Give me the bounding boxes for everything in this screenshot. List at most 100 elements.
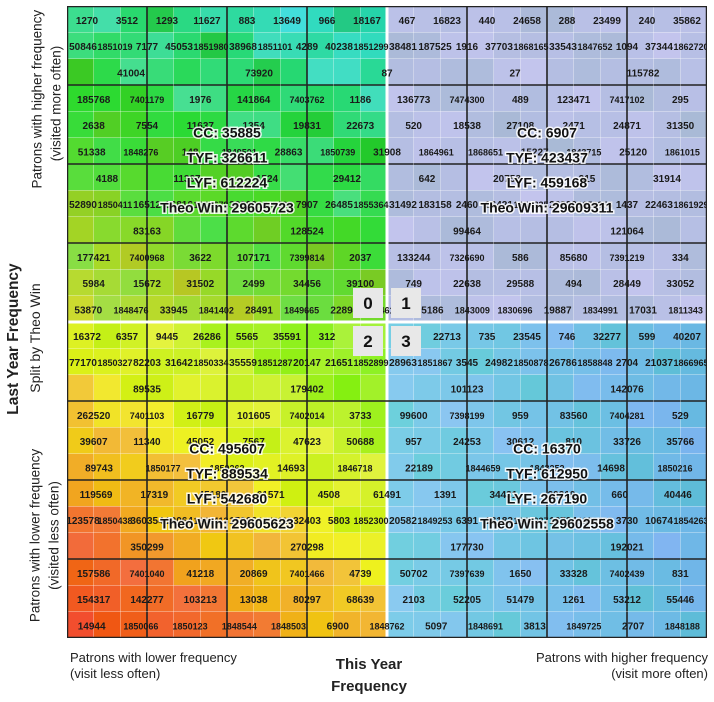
heatmap-cell [627,348,655,376]
heatmap-cell [67,559,95,586]
heatmap-cell [333,453,361,481]
cell-value-label: 37703 [485,42,513,53]
cell-value-label: 7326690 [449,253,484,263]
heatmap-cell [547,58,575,86]
heatmap-cell [120,6,148,33]
heatmap-cell [573,348,601,376]
heatmap-cell [440,216,468,244]
heatmap-cell [227,585,255,613]
heatmap-cell [520,374,548,402]
cell-value-label: 1858848 [577,358,612,368]
cell-value-label: 1851287 [257,358,292,368]
heatmap-cell [573,269,601,297]
cell-value-label: 31914 [653,174,681,185]
heatmap-cell [120,427,148,455]
heatmap-cell [280,137,308,165]
heatmap-cell [147,85,175,112]
cell-value-label: 34456 [293,279,321,290]
heatmap-cell [173,58,201,86]
cell-value-label: 22713 [433,332,461,343]
cell-value-label: 1848276 [123,148,158,158]
cell-value-label: 1862720 [673,42,707,52]
heatmap-cell [467,532,495,560]
heatmap-cell [653,322,681,349]
heatmap-cell [387,374,415,402]
heatmap-cell [547,137,575,165]
heatmap-cell [93,190,121,218]
heatmap-cell [627,322,655,349]
heatmap-cell [93,348,121,376]
heatmap-cell [573,427,601,455]
heatmap-cell [653,6,681,33]
heatmap-cell [653,532,681,560]
cell-value-label: 80297 [293,595,321,606]
heatmap-cell [280,480,308,507]
heatmap-cell [307,532,335,560]
cell-value-label: 14944 [78,622,106,633]
heatmap-cell [227,269,255,297]
heatmap-cell [307,348,335,376]
heatmap-cell [493,85,521,112]
heatmap-cell [307,137,335,165]
heatmap-cell [253,137,281,165]
center-quadrant-box [353,288,383,318]
cell-value-label: 15672 [133,279,161,290]
heatmap-cell [653,611,681,638]
cell-value-label: 35862 [673,16,701,27]
cell-value-label: 28963 [389,358,417,369]
heatmap-cell [360,164,388,191]
cell-value-label: 16734 [549,516,577,527]
heatmap-cell [173,585,201,613]
heatmap-cell [467,216,495,244]
heatmap-cell [467,348,495,376]
cell-value-label: 1851867 [417,358,452,368]
cell-value-label: 1849592 [257,200,292,210]
cell-value-label: 24658 [513,16,541,27]
heatmap-cell [173,190,201,218]
heatmap-cell [680,322,707,349]
cell-value-label: 4739 [349,569,372,580]
heatmap-cell [440,374,468,402]
cell-value-label: 1261 [563,595,586,606]
heatmap-cell [547,532,575,560]
heatmap-cell [440,559,468,586]
center-quadrant-label: 0 [363,294,372,313]
cell-value-label: 40238 [325,42,353,53]
heatmap-cell [253,585,281,613]
heatmap-cell [387,427,415,455]
heatmap-cell [627,137,655,165]
heatmap-cell [680,506,707,534]
center-quadrant-label: 3 [401,332,410,351]
heatmap-cell [173,137,201,165]
heatmap-cell [493,269,521,297]
heatmap-cell [280,295,308,323]
cell-value-label: 1864961 [419,148,454,158]
heatmap-cell [627,216,655,244]
cell-value-label: 47623 [293,437,321,448]
cell-value-label: 17031 [629,306,657,317]
cell-value-label: 23545 [513,332,541,343]
heatmap-cell [93,85,121,112]
heatmap-cell [173,453,201,481]
heatmap-cell [360,453,388,481]
heatmap-cell [280,532,308,560]
heatmap-cell [307,374,335,402]
heatmap-cell [467,85,495,112]
cell-value-label: 7554 [136,121,159,132]
heatmap-cell [360,532,388,560]
heatmap-cell [440,111,468,139]
heatmap-cell [467,32,495,60]
heatmap-cell [280,506,308,534]
cell-value-label: 26786 [549,358,577,369]
heatmap-cell [147,243,175,270]
heatmap-cell [573,374,601,402]
cell-value-label: 68639 [346,595,374,606]
heatmap-cell [493,480,521,507]
cell-value-label: 1094 [616,42,639,53]
cell-value-label: 1852300 [353,516,388,526]
heatmap-cell [600,348,628,376]
heatmap-cell [173,348,201,376]
cell-value-label: 7391219 [609,253,644,263]
heatmap-cell [627,164,655,191]
cell-value-label: 99464 [453,227,481,238]
